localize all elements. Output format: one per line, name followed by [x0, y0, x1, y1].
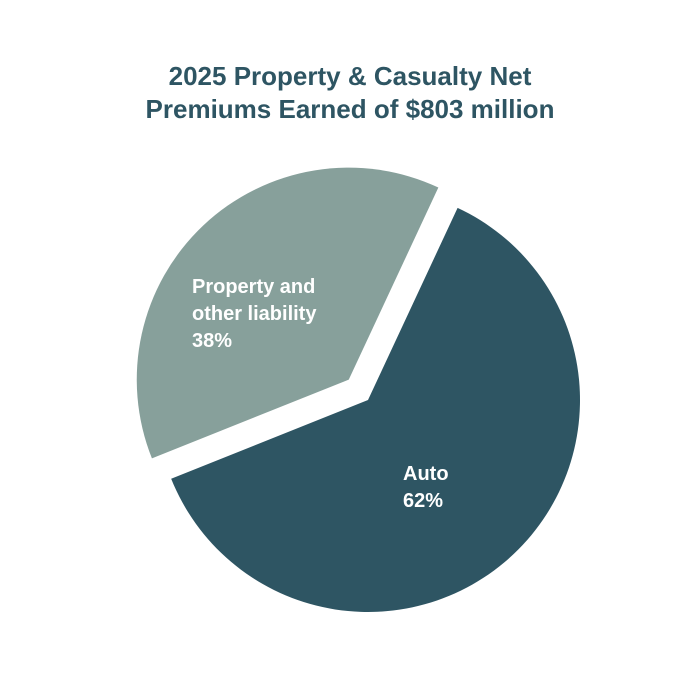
chart-title-line-2: Premiums Earned of $803 million [145, 94, 555, 124]
pie-slice-name-1-0: Property and [192, 276, 315, 298]
pie-slices [136, 167, 580, 613]
chart-title-line-1: 2025 Property & Casualty Net [168, 61, 532, 91]
pie-labels: Auto 62% Property and other liability 38% [192, 276, 449, 512]
pie-slice-percent-0: 62% [403, 490, 443, 512]
pie-slice-label-0: Auto 62% [403, 463, 449, 512]
pie-slice-1 [136, 167, 439, 459]
pie-slice-name-0-0: Auto [403, 463, 449, 485]
pie-slice-0 [171, 207, 580, 613]
pie-slice-label-1: Property and other liability 38% [192, 276, 317, 352]
pie-slice-percent-1: 38% [192, 330, 232, 352]
chart-title: 2025 Property & Casualty Net Premiums Ea… [50, 60, 650, 126]
pie-slice-name-1-1: other liability [192, 303, 317, 325]
